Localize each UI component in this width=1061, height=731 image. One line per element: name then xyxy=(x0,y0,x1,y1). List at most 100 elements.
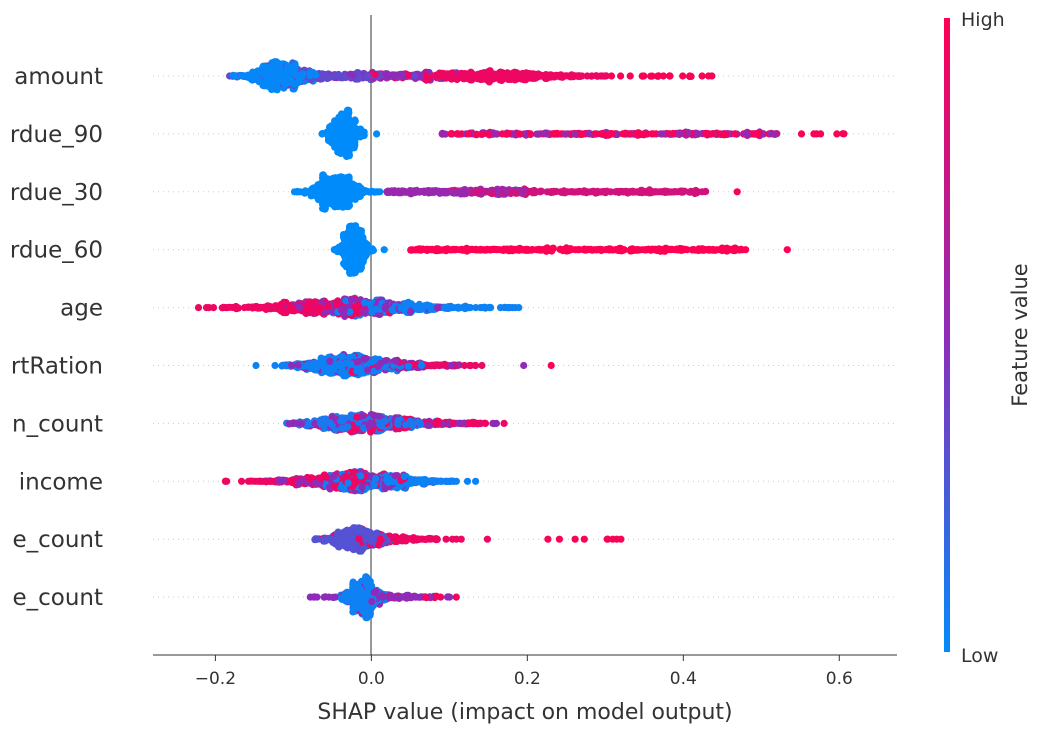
shap-point xyxy=(337,126,345,134)
shap-point xyxy=(476,74,484,82)
shap-point xyxy=(630,246,638,254)
shap-point xyxy=(505,304,513,312)
shap-point xyxy=(671,246,679,254)
shap-point xyxy=(549,130,557,138)
shap-point xyxy=(679,245,687,254)
shap-point xyxy=(310,187,318,195)
shap-point xyxy=(539,72,547,80)
shap-point xyxy=(323,176,331,184)
shap-point xyxy=(711,246,719,254)
shap-point xyxy=(464,246,472,254)
shap-point xyxy=(255,76,263,84)
shap-point xyxy=(293,187,301,196)
shap-point xyxy=(585,130,593,138)
shap-point xyxy=(447,188,456,196)
shap-point xyxy=(530,73,538,81)
feature-row-points xyxy=(290,171,741,213)
shap-point xyxy=(586,188,594,196)
shap-point xyxy=(676,130,684,138)
shap-point xyxy=(658,130,666,138)
shap-point xyxy=(318,187,326,195)
shap-point xyxy=(498,130,506,138)
shap-point xyxy=(742,130,750,138)
shap-point xyxy=(502,187,510,195)
shap-point xyxy=(718,246,726,255)
shap-point xyxy=(346,269,354,277)
shap-point xyxy=(679,72,687,80)
shap-point xyxy=(696,246,704,254)
shap-point xyxy=(552,187,560,196)
shap-point xyxy=(562,130,570,138)
shap-point xyxy=(338,113,346,121)
shap-point xyxy=(546,72,554,80)
shap-point xyxy=(768,130,776,138)
shap-point xyxy=(571,130,579,138)
shap-point xyxy=(810,130,818,138)
shap-point xyxy=(684,128,692,137)
shap-point xyxy=(354,248,362,256)
shap-point xyxy=(312,71,320,79)
shap-point xyxy=(382,70,390,78)
shap-point xyxy=(488,190,496,198)
feature-row-points xyxy=(226,58,716,94)
shap-point xyxy=(370,188,378,196)
shap-point xyxy=(594,188,602,197)
shap-point xyxy=(486,72,494,80)
shap-point xyxy=(702,187,710,196)
shap-point xyxy=(404,71,413,79)
shap-point xyxy=(645,245,653,253)
shap-point xyxy=(833,130,841,138)
shap-point xyxy=(283,78,291,86)
shap-point xyxy=(783,246,791,254)
shap-point xyxy=(702,129,710,138)
shap-point xyxy=(626,188,634,196)
shap-point xyxy=(283,63,291,71)
shap-point xyxy=(607,72,616,80)
shap-point xyxy=(301,189,309,197)
shap-point xyxy=(440,304,449,312)
shap-point xyxy=(348,128,356,136)
shap-point xyxy=(478,130,486,138)
shap-point xyxy=(373,130,381,138)
shap-point xyxy=(261,64,270,72)
shap-point xyxy=(663,245,671,253)
shap-point xyxy=(321,198,329,206)
shap-point xyxy=(484,246,492,254)
shap-point xyxy=(484,130,492,138)
shap-point xyxy=(333,245,341,253)
shap-point xyxy=(427,302,435,311)
shap-point xyxy=(666,72,674,80)
shap-point xyxy=(558,73,567,81)
feature-row-points xyxy=(318,106,848,161)
shap-point xyxy=(733,188,741,196)
shap-point xyxy=(391,73,399,81)
shap-point xyxy=(246,73,254,81)
shap-point xyxy=(465,130,473,138)
shap-point xyxy=(351,138,359,146)
shap-point xyxy=(704,72,713,80)
shap-point xyxy=(499,75,507,83)
shap-point xyxy=(361,253,369,261)
feature-row-points xyxy=(330,222,791,277)
shap-point xyxy=(269,71,277,79)
shap-point xyxy=(346,70,355,78)
shap-point xyxy=(318,130,326,138)
shap-point xyxy=(687,187,695,195)
row-guides xyxy=(153,75,897,598)
shap-point xyxy=(332,188,340,196)
shap-point xyxy=(499,246,507,254)
shap-point xyxy=(617,247,625,255)
shap-point xyxy=(571,188,579,196)
shap-point xyxy=(345,183,354,191)
shap-point xyxy=(654,72,662,80)
shap-point xyxy=(356,132,364,140)
shap-point xyxy=(605,246,613,254)
shap-point xyxy=(350,263,358,271)
shap-point xyxy=(431,72,439,80)
shap-point xyxy=(359,188,367,196)
shap-point xyxy=(686,72,694,80)
shap-point xyxy=(797,130,806,138)
shap-point xyxy=(264,78,272,87)
shap-point xyxy=(394,188,402,196)
